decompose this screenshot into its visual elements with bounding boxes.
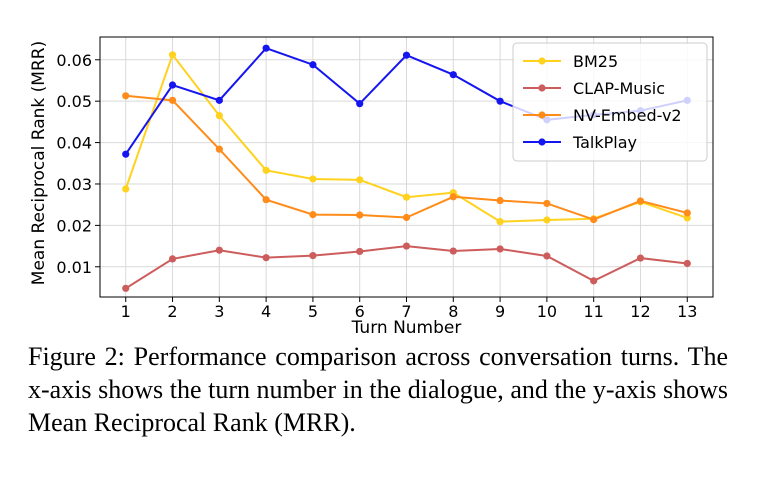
data-point <box>122 92 130 100</box>
data-point <box>168 96 177 104</box>
plot-frame <box>99 36 714 298</box>
legend-marker <box>538 138 546 146</box>
x-tick-label: 12 <box>630 302 650 321</box>
data-point <box>496 245 504 253</box>
data-point <box>496 218 504 226</box>
figure-caption: Figure 2: Performance comparison across … <box>28 340 728 439</box>
x-tick-label: 7 <box>401 302 411 321</box>
x-tick-label: 9 <box>495 302 505 321</box>
data-point <box>449 193 457 201</box>
data-point <box>496 97 504 105</box>
legend-marker <box>538 57 546 65</box>
legend-entry: BM25 <box>523 52 618 71</box>
data-point <box>356 100 364 108</box>
legend-label: NV-Embed-v2 <box>573 106 682 125</box>
legend-entry: NV-Embed-v2 <box>523 106 682 125</box>
data-point <box>449 71 457 79</box>
x-tick-labels: 1 2 3 4 5 6 7 8 9 10 11 12 13 <box>121 302 698 321</box>
data-point <box>309 61 317 69</box>
data-point <box>122 185 130 193</box>
y-axis-label: Mean Reciprocal Rank (MRR) <box>29 41 49 285</box>
data-point <box>683 259 691 268</box>
legend-box <box>512 42 708 162</box>
data-point <box>215 112 223 120</box>
data-point <box>122 284 130 292</box>
series-clap-music <box>122 242 691 292</box>
grid-lines <box>95 37 713 302</box>
x-tick-label: 8 <box>448 302 458 321</box>
mrr-line-chart: 1 2 3 4 5 6 7 8 9 10 11 12 13 0.010.020.030.040.050.… <box>29 36 714 338</box>
data-point <box>356 211 364 219</box>
x-tick-label: 13 <box>677 302 697 321</box>
legend-label: BM25 <box>573 52 618 71</box>
data-point <box>262 44 270 52</box>
data-point <box>683 209 691 217</box>
y-tick-label: 0.05 <box>56 92 92 111</box>
data-point <box>543 252 551 260</box>
x-tick-label: 11 <box>583 302 603 321</box>
data-point <box>402 193 411 201</box>
data-point <box>122 150 130 158</box>
data-point <box>168 81 177 89</box>
data-point <box>683 214 691 222</box>
data-point <box>356 247 364 256</box>
data-point <box>309 251 317 260</box>
legend-marker <box>538 84 546 92</box>
y-tick-label: 0.01 <box>56 258 92 277</box>
y-tick-label: 0.06 <box>56 51 92 70</box>
data-point <box>168 51 177 59</box>
x-axis-label: Turn Number <box>351 318 462 338</box>
data-point <box>215 96 223 104</box>
data-point <box>215 145 223 153</box>
x-tick-label: 5 <box>308 302 318 321</box>
data-point <box>402 51 411 59</box>
x-tick-label: 1 <box>121 302 131 321</box>
data-point <box>590 215 598 224</box>
data-point <box>402 213 411 222</box>
chart-figure: 1 2 3 4 5 6 7 8 9 10 11 12 13 0.01 0.02 0.03 0.04 0.05 0.… <box>29 36 714 338</box>
data-point <box>215 246 223 254</box>
x-tick-label: 4 <box>261 302 271 321</box>
legend: BM25 CLAP-Music NV-Embed-v2 TalkPlay <box>512 42 708 162</box>
series-nv-embed-v2 <box>122 92 691 224</box>
data-point <box>496 196 504 205</box>
data-point <box>590 277 598 285</box>
x-tick-label: 6 <box>355 302 365 321</box>
data-point <box>356 176 364 184</box>
legend-label: TalkPlay <box>572 133 637 152</box>
y-tick-label: 0.03 <box>56 175 92 194</box>
legend-entry: TalkPlay <box>523 133 637 152</box>
data-point <box>402 242 411 250</box>
y-tick-label: 0.04 <box>56 134 92 153</box>
data-point <box>543 216 551 224</box>
legend-marker <box>538 111 546 119</box>
data-point <box>309 175 317 183</box>
x-tick-label: 10 <box>537 302 557 321</box>
data-point <box>262 166 270 174</box>
data-point <box>636 197 645 205</box>
y-tick-labels: 0.01 0.02 0.03 0.04 0.05 0.06 <box>56 51 92 277</box>
data-point <box>449 247 457 255</box>
legend-label: CLAP-Music <box>573 79 665 98</box>
data-point <box>543 199 551 208</box>
data-point <box>168 255 177 263</box>
legend-entry: CLAP-Music <box>523 79 665 98</box>
y-tick-label: 0.02 <box>56 216 92 235</box>
caption-text: Figure 2: Performance comparison across … <box>28 342 728 437</box>
data-point <box>636 254 645 262</box>
data-point <box>262 254 270 262</box>
data-point <box>309 211 317 219</box>
data-point <box>262 196 270 204</box>
x-tick-label: 2 <box>167 302 177 321</box>
x-tick-label: 3 <box>214 302 224 321</box>
